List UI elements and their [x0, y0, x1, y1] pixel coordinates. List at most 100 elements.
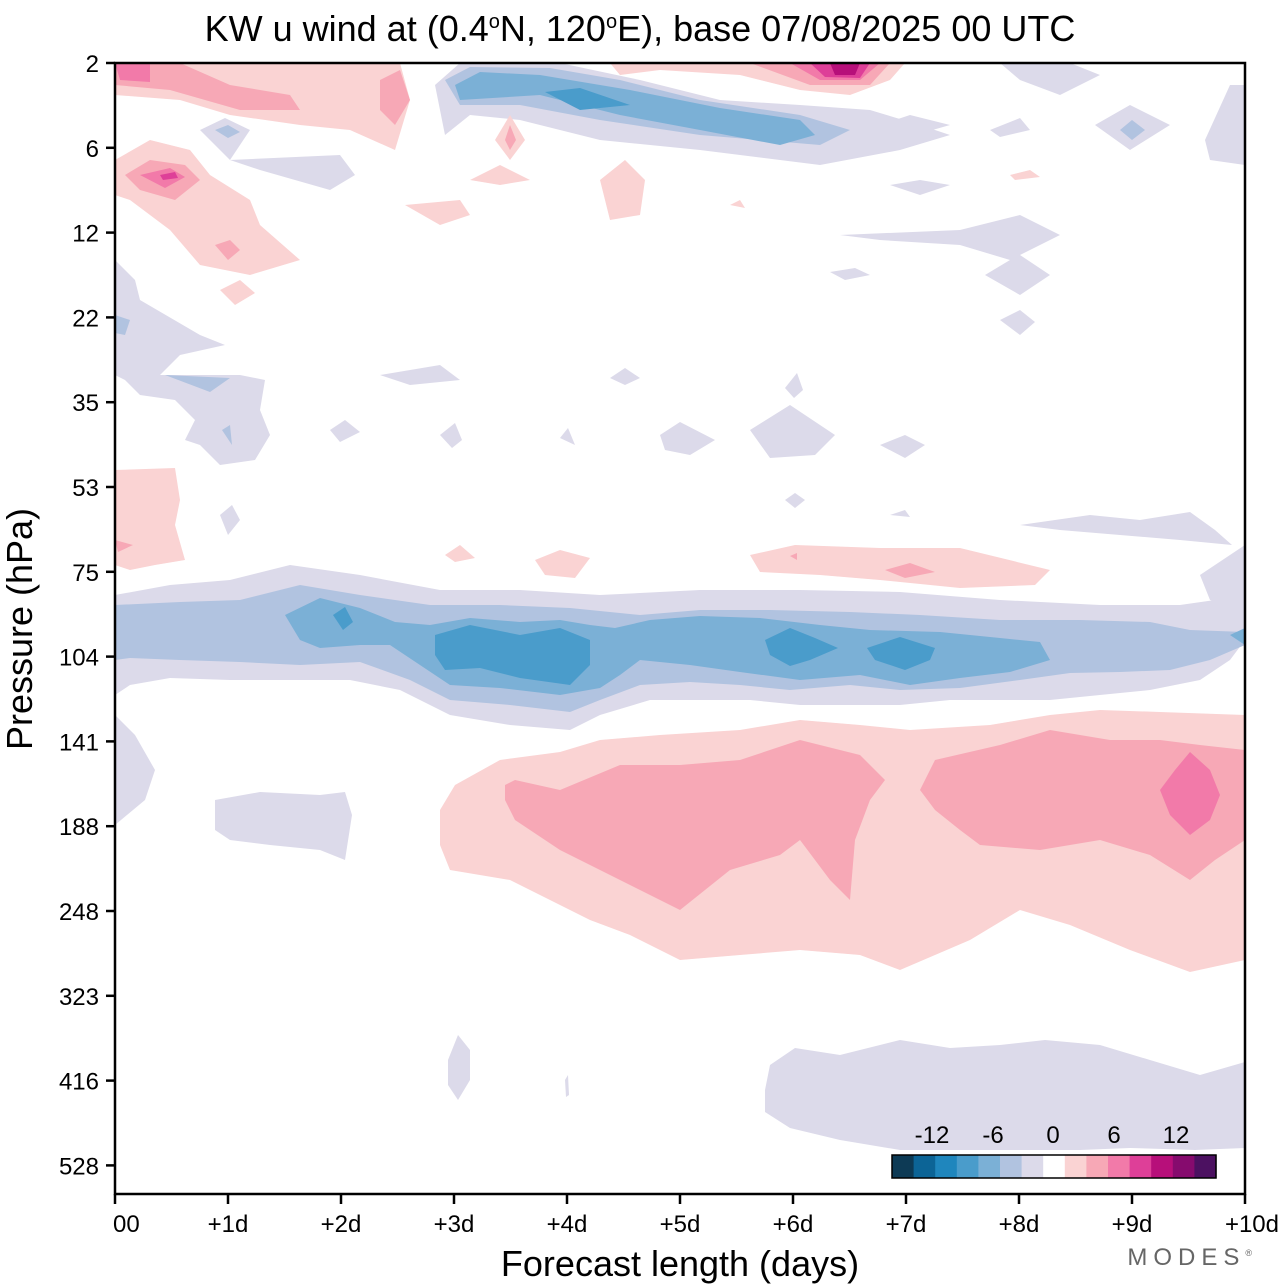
colorbar-swatch: [956, 1155, 979, 1178]
contour-neg-left-4: [222, 425, 232, 445]
y-tick-label: 141: [59, 729, 99, 756]
title-lat-suffix: N, 120: [499, 8, 606, 49]
contour-pos-left-53-75-b: [115, 540, 133, 552]
contour-pos-left-53-75-f: [885, 563, 935, 578]
contour-neg-left-17: [890, 510, 910, 517]
colorbar-swatch: [1151, 1155, 1174, 1178]
colorbar-swatch: [935, 1155, 958, 1178]
x-tick-label: +10d: [1225, 1211, 1279, 1238]
contour-pos-mid-6: [730, 200, 745, 208]
y-axis: 2 6 12 22 35 53 75 104 141 188 248 323 416 528: [59, 51, 115, 1180]
contour-neg-mid-1: [840, 215, 1060, 295]
contour-neg-band-3: [285, 598, 1050, 695]
colorbar-swatch: [1086, 1155, 1109, 1178]
contour-pos-mid-2: [505, 125, 516, 150]
contour-pos-left-53-75-d: [535, 550, 590, 578]
colorbar-tick-label: 6: [1107, 1122, 1120, 1149]
title-degree-lon: o: [605, 11, 618, 33]
contour-pos-left-53-75-a: [115, 468, 185, 570]
contour-neg-left-16: [1020, 512, 1232, 545]
contour-neg-small-3: [230, 155, 355, 190]
y-tick-label: 22: [72, 305, 99, 332]
contour-neg-left-5: [380, 365, 460, 385]
x-tick-label: +5d: [660, 1211, 701, 1238]
contour-neg-left-1: [115, 260, 270, 465]
contour-pos-mid-5: [405, 200, 470, 225]
contour-fills: [115, 63, 1245, 1150]
contour-neg-left-12: [785, 373, 803, 398]
x-tick-label: +8d: [999, 1211, 1040, 1238]
colorbar-swatch: [1043, 1155, 1066, 1178]
colorbar-tick-label: 12: [1163, 1122, 1190, 1149]
contour-neg-mid-3: [830, 268, 870, 280]
contour-pos-top-right-5: [830, 63, 860, 75]
contour-neg-left-6: [330, 420, 360, 442]
contour-neg-left-141: [115, 715, 155, 825]
contour-neg-left-2: [115, 315, 130, 335]
colorbar-swatch: [1129, 1155, 1152, 1178]
title-lon-suffix: E), base 07/08/2025 00 UTC: [617, 8, 1076, 49]
contour-neg-left-188: [215, 792, 352, 860]
colorbar-swatch: [1194, 1155, 1217, 1178]
y-axis-label: Pressure (hPa): [0, 508, 40, 750]
contour-neg-left-8: [560, 428, 575, 445]
title-degree-lat: o: [488, 11, 500, 33]
colorbar-swatch: [1021, 1155, 1044, 1178]
contour-neg-left-9: [610, 368, 640, 385]
contour-pos-top-left-4: [115, 63, 150, 82]
contour-pos-mid-7: [1010, 170, 1040, 180]
contour-neg-top-8: [1205, 85, 1245, 165]
y-tick-label: 2: [86, 51, 99, 78]
x-tick-label: +1d: [208, 1211, 249, 1238]
colorbar-swatch: [892, 1155, 915, 1178]
contour-neg-top-11: [890, 180, 950, 195]
contour-neg-band-4: [435, 625, 590, 685]
brand-mark: ®: [1245, 1248, 1252, 1258]
colorbar-swatch: [1064, 1155, 1087, 1178]
colorbar-tick-label: 0: [1046, 1122, 1059, 1149]
contour-neg-small-2: [215, 125, 240, 138]
contour-neg-low-3: [765, 1040, 1245, 1150]
x-tick-label: +6d: [773, 1211, 814, 1238]
contour-neg-mid-2: [1000, 310, 1035, 335]
chart-title: KW u wind at (0.4oN, 120oE), base 07/08/…: [0, 2, 1280, 49]
contour-neg-band-6: [867, 637, 935, 670]
contour-pos-mid-3: [470, 165, 530, 185]
contour-pos-band-4: [1160, 752, 1220, 835]
colorbar-swatch: [1172, 1155, 1195, 1178]
colorbar-frame: [891, 1154, 1217, 1179]
x-tick-label: +7d: [886, 1211, 927, 1238]
contour-neg-top-7: [1120, 120, 1145, 140]
y-tick-label: 188: [59, 814, 99, 841]
colorbar-tick-label: -6: [982, 1122, 1003, 1149]
contour-pos-top-left-3: [380, 70, 410, 125]
colorbar-swatch: [913, 1155, 936, 1178]
y-tick-label: 323: [59, 984, 99, 1011]
colorbar-tick-label: -12: [915, 1122, 950, 1149]
contour-neg-left-11: [750, 405, 835, 458]
colorbar-swatch: [978, 1155, 1001, 1178]
title-prefix: KW u wind at (0.4: [204, 8, 489, 49]
contour-neg-left-10: [660, 422, 715, 455]
x-tick-label: +9d: [1112, 1211, 1153, 1238]
contour-neg-top-10: [990, 118, 1030, 137]
contour-neg-top-3: [455, 72, 815, 145]
colorbar: -12 -6 0 6 12: [891, 1122, 1217, 1179]
x-tick-label: 00: [113, 1211, 140, 1238]
x-tick-label: +2d: [321, 1211, 362, 1238]
contour-neg-low-1: [448, 1035, 470, 1100]
contour-neg-left-3: [165, 375, 230, 392]
contour-pos-6-12-f: [220, 280, 255, 305]
contour-neg-top-4: [545, 88, 630, 110]
contour-neg-small-1: [200, 118, 250, 160]
contour-neg-top-5: [880, 115, 950, 135]
y-tick-label: 416: [59, 1069, 99, 1096]
y-tick-label: 12: [72, 221, 99, 248]
contour-pos-left-53-75-g: [790, 553, 797, 560]
contour-neg-band-7: [333, 607, 353, 630]
contour-pos-left-53-75-c: [445, 545, 475, 562]
contour-pos-band-2: [505, 740, 885, 910]
y-tick-label: 53: [72, 475, 99, 502]
contour-neg-left-14: [785, 493, 805, 508]
